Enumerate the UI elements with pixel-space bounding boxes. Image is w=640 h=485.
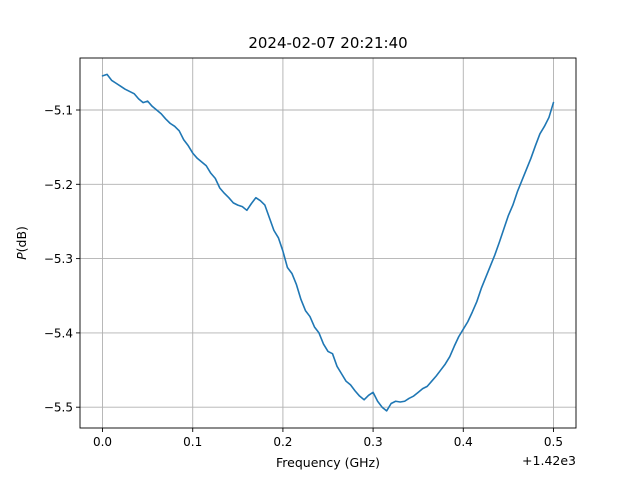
plot-frame xyxy=(79,57,577,429)
y-axis-label: P(dB) xyxy=(14,226,29,260)
x-tick-label: 0.1 xyxy=(183,435,202,449)
x-axis-offset-label: +1.42e3 xyxy=(522,453,576,468)
x-tick-label: 0.5 xyxy=(544,435,563,449)
y-tick-label: −5.1 xyxy=(44,104,73,118)
chart-title: 2024-02-07 20:21:40 xyxy=(248,34,407,52)
y-tick-label: −5.4 xyxy=(44,326,73,340)
x-tick-label: 0.3 xyxy=(364,435,383,449)
y-tick-label: −5.3 xyxy=(44,252,73,266)
x-tick-label: 0.0 xyxy=(93,435,112,449)
y-axis-ticks: −5.1 −5.2 −5.3 −5.4 −5.5 xyxy=(44,104,80,415)
x-tick-label: 0.4 xyxy=(454,435,473,449)
y-axis-label-symbol: P xyxy=(14,252,29,260)
x-axis-ticks: 0.0 0.1 0.2 0.3 0.4 0.5 xyxy=(93,428,563,449)
series-layer xyxy=(101,73,555,412)
x-tick-label: 0.2 xyxy=(273,435,292,449)
grid xyxy=(80,58,576,428)
y-axis-label-unit: (dB) xyxy=(14,226,29,252)
series-line-0 xyxy=(101,73,555,412)
x-axis-label: Frequency (GHz) xyxy=(276,455,380,470)
y-tick-label: −5.2 xyxy=(44,178,73,192)
y-tick-label: −5.5 xyxy=(44,401,73,415)
